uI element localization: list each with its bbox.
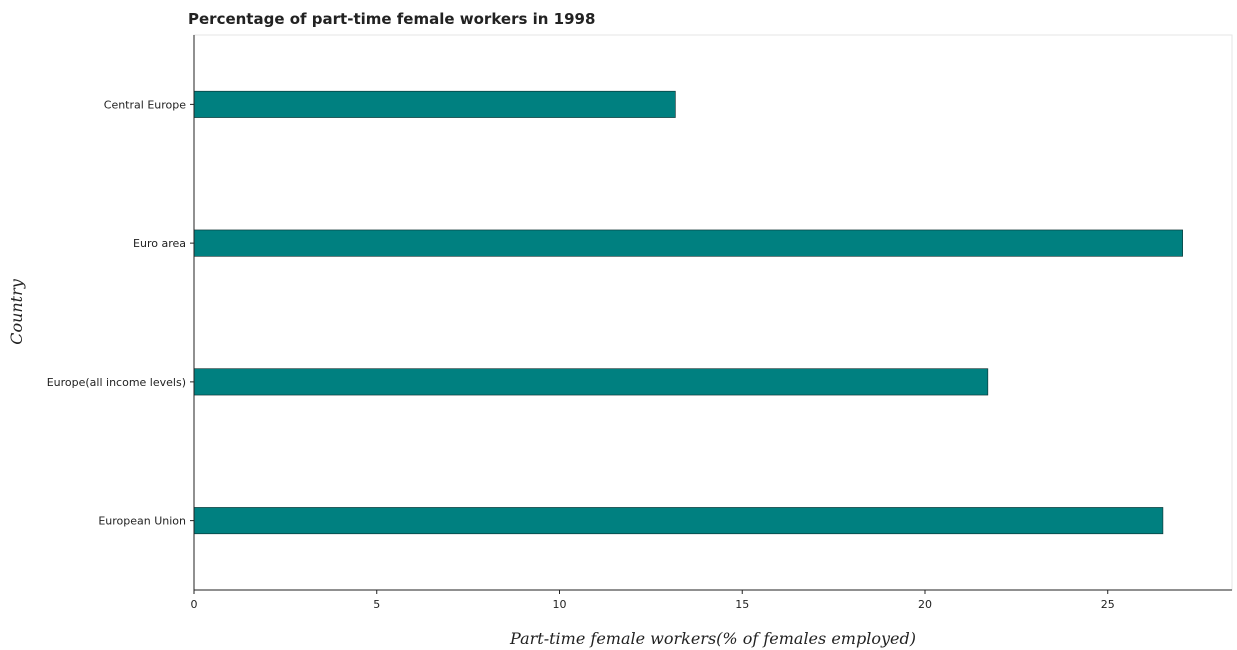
bar-euro-area (193, 229, 1183, 257)
plot-area (193, 34, 1233, 591)
y-tick-label: European Union (98, 515, 186, 528)
x-axis-label: Part-time female workers(% of females em… (509, 629, 916, 648)
y-axis-label: Country (7, 278, 26, 345)
bar-central-europe (193, 90, 676, 118)
y-tick-label: Central Europe (104, 98, 186, 111)
bar-europe-all-income-levels (193, 368, 989, 396)
x-tick-label: 5 (373, 598, 380, 611)
chart-title: Percentage of part-time female workers i… (188, 10, 595, 28)
bars-group (193, 90, 1183, 535)
x-tick-labels: 0 5 10 15 20 25 (191, 590, 1115, 611)
x-tick-label: 10 (552, 598, 566, 611)
y-tick-labels: Central Europe Euro area Europe(all income… (47, 98, 194, 528)
x-tick-label: 20 (918, 598, 932, 611)
x-tick-label: 15 (735, 598, 749, 611)
x-tick-label: 25 (1101, 598, 1115, 611)
y-tick-label: Europe(all income levels) (47, 376, 186, 389)
bar-european-union (193, 507, 1164, 535)
x-tick-label: 0 (191, 598, 198, 611)
y-tick-label: Euro area (133, 237, 186, 250)
